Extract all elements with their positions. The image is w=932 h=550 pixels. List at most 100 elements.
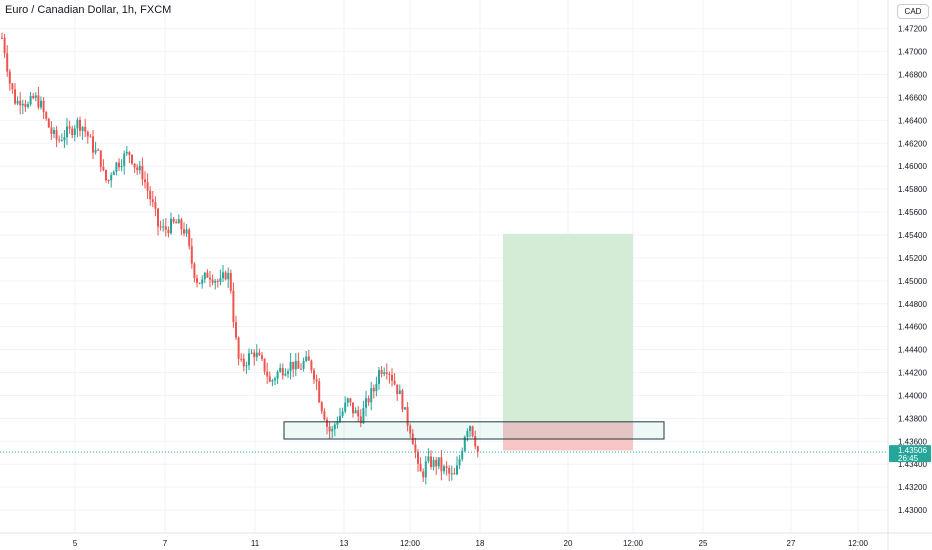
candle-body — [463, 436, 466, 451]
candle-body — [424, 461, 427, 478]
candle-body — [105, 170, 107, 181]
candle-body — [328, 426, 331, 432]
candle-body — [380, 370, 383, 375]
candle-body — [144, 179, 146, 183]
price-tick-label: 1.44400 — [898, 346, 927, 355]
candle-body — [297, 360, 300, 369]
candle-body — [53, 130, 55, 134]
candle-body — [190, 246, 193, 264]
candle-body — [274, 378, 276, 381]
candle-body — [292, 361, 295, 370]
candle-body — [1, 37, 3, 39]
candle-body — [131, 154, 133, 164]
candle-body — [294, 360, 297, 370]
candle-body — [284, 373, 287, 376]
candle-body — [305, 356, 308, 361]
candle-body — [414, 444, 417, 452]
price-tick-label: 1.45000 — [898, 277, 927, 286]
candle-body — [133, 163, 136, 168]
candle-body — [370, 388, 373, 403]
candle-body — [372, 388, 375, 392]
time-tick-label: 27 — [787, 539, 796, 548]
candle-body — [417, 451, 419, 464]
candle-body — [21, 103, 24, 106]
candle-body — [47, 118, 50, 128]
candle-body — [357, 410, 360, 417]
candle-body — [258, 352, 261, 356]
time-tick-label: 12:00 — [623, 539, 644, 548]
candle-body — [180, 219, 183, 230]
price-tick-label: 1.46000 — [898, 162, 927, 171]
price-tick-label: 1.44000 — [898, 391, 927, 400]
symbol-title[interactable]: Euro / Canadian Dollar, 1h, FXCM — [5, 4, 172, 16]
candle-body — [211, 279, 214, 283]
candle-body — [237, 337, 240, 359]
candle-body — [89, 136, 92, 138]
candle-body — [58, 139, 61, 141]
candle-body — [323, 411, 326, 420]
price-tick-label: 1.43600 — [898, 437, 927, 446]
time-tick-label: 12:00 — [848, 539, 869, 548]
bar-countdown: 26:45 — [898, 454, 919, 463]
candle-body — [422, 471, 425, 478]
candle-body — [268, 376, 271, 382]
price-axis[interactable]: 1.43000 1.43200 1.43400 1.43600 1.43800 1.440… — [887, 0, 931, 550]
candle-body — [123, 153, 126, 167]
candle-body — [336, 422, 339, 425]
candle-body — [349, 398, 352, 403]
candle-body — [11, 83, 14, 90]
candle-body — [219, 278, 222, 282]
candle-body — [346, 398, 349, 403]
time-axis[interactable]: 5 7 11 13 12:00 18 20 12:00 25 27 12:00 — [0, 532, 932, 548]
candle-body — [40, 100, 42, 108]
candle-body — [172, 218, 175, 222]
candle-body — [279, 367, 282, 373]
candle-body — [245, 365, 248, 367]
candle-body — [315, 379, 318, 382]
candle-body — [313, 370, 315, 380]
price-tick-label: 1.47200 — [898, 25, 927, 34]
candle-body — [175, 221, 178, 224]
time-tick-label: 11 — [251, 539, 260, 548]
price-tick-label: 1.44600 — [898, 323, 927, 332]
candle-body — [118, 162, 120, 168]
candle-body — [14, 89, 16, 104]
supply-zone-rectangle[interactable] — [283, 421, 665, 440]
candle-body — [99, 150, 102, 167]
candle-body — [276, 372, 279, 379]
candle-body — [242, 358, 245, 367]
candle-body — [255, 352, 258, 358]
candle-body — [92, 136, 94, 153]
candle-body — [185, 229, 188, 234]
stop-loss-zone[interactable] — [503, 421, 633, 451]
candle-body — [248, 353, 250, 366]
price-tick-label: 1.45600 — [898, 208, 927, 217]
candle-body — [60, 140, 63, 142]
candle-body — [385, 372, 388, 374]
candle-body — [214, 280, 217, 283]
price-tick-label: 1.46800 — [898, 71, 927, 80]
candle-body — [170, 218, 172, 234]
candle-body — [112, 171, 115, 175]
price-tick-label: 1.45400 — [898, 231, 927, 240]
candle-body — [84, 126, 87, 132]
candle-body — [469, 426, 471, 431]
candle-body — [398, 390, 401, 395]
candle-body — [8, 71, 11, 84]
currency-badge[interactable]: CAD — [897, 4, 929, 19]
candle-body — [302, 360, 305, 369]
current-price-marker — [889, 445, 931, 463]
price-tick-label: 1.45800 — [898, 185, 927, 194]
candle-body — [149, 190, 152, 200]
candle-body — [81, 126, 84, 131]
candle-body — [445, 466, 448, 469]
candle-body — [203, 272, 206, 280]
profit-target-zone[interactable] — [503, 233, 633, 422]
candle-body — [261, 355, 263, 359]
candle-body — [362, 407, 365, 424]
candle-body — [367, 398, 370, 403]
candle-body — [27, 104, 29, 107]
candle-body — [419, 463, 422, 472]
candle-body — [331, 429, 334, 432]
